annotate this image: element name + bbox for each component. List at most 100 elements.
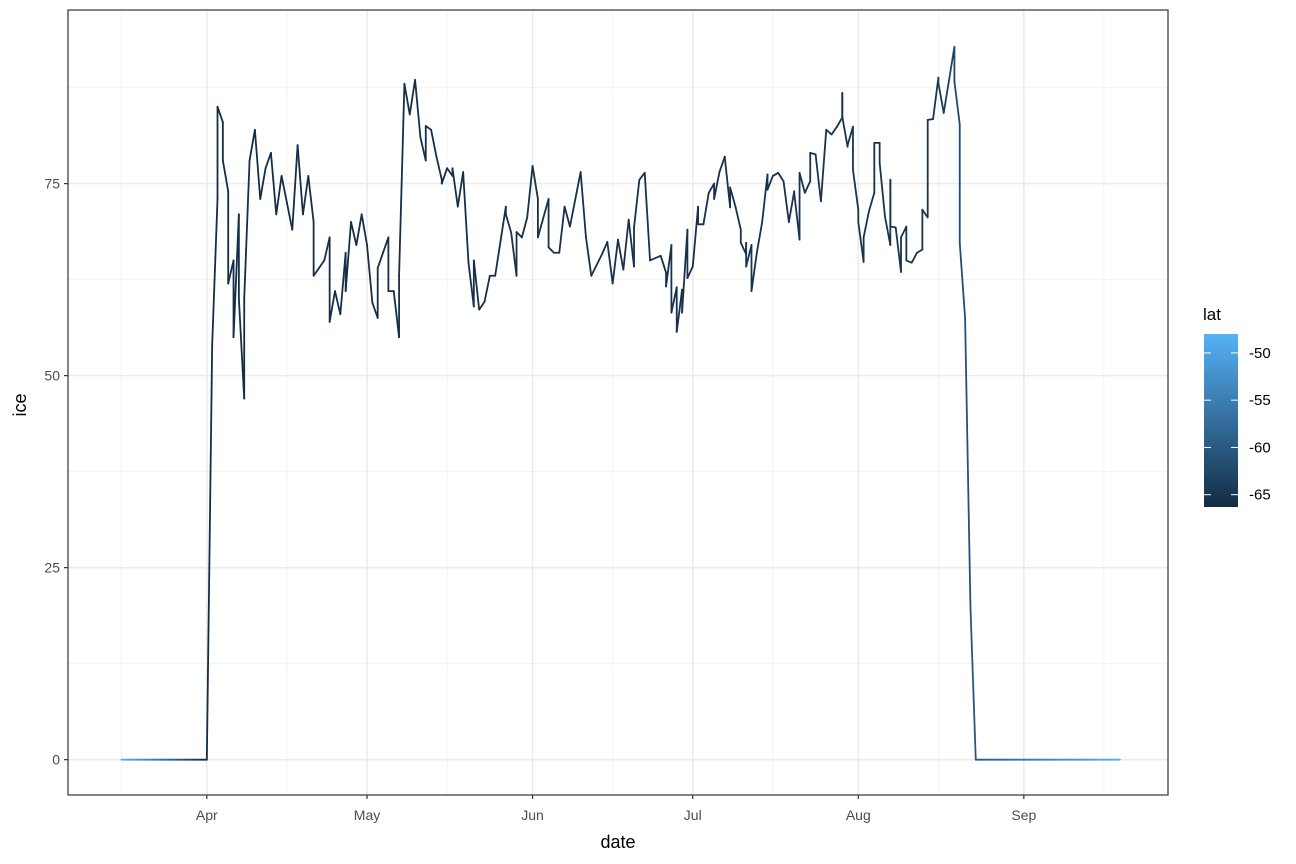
ice-line-segment (504, 213, 513, 234)
ice-line-segment (526, 165, 534, 219)
ice-line-segment (360, 213, 368, 246)
ice-line-segment (595, 253, 603, 266)
x-tick-label: Jun (521, 807, 544, 823)
ice-line-segment (424, 125, 433, 131)
ice-line-segment (617, 238, 625, 271)
legend-title: lat (1203, 305, 1221, 324)
ice-line-segment (868, 191, 876, 213)
ice-line-segment (286, 201, 294, 231)
x-tick-label: Apr (196, 807, 218, 823)
ice-line-segment (280, 175, 288, 204)
ice-line-segment (953, 80, 961, 126)
ice-line-segment (905, 259, 913, 264)
ice-line-segment (766, 175, 774, 191)
ice-line-segment (841, 115, 849, 148)
y-tick-label: 0 (52, 752, 60, 768)
ice-line-segment (862, 210, 870, 239)
ice-line-segment (750, 251, 758, 293)
ice-line-segment (334, 290, 342, 316)
ice-line-segment (814, 153, 822, 203)
colorbar (1204, 334, 1238, 507)
ice-line-segment (643, 171, 651, 262)
ice-line-segment (686, 265, 694, 279)
ice-line-segment (547, 246, 555, 254)
ice-line-segment (211, 198, 219, 346)
ice-line-segment (248, 128, 256, 162)
ice-line-segment (771, 171, 780, 177)
ice-line-segment (702, 191, 710, 226)
ice-line-segment (318, 259, 326, 269)
ice-line-segment (253, 128, 262, 200)
ice-line-segment (350, 221, 358, 246)
ice-line-segment (462, 171, 470, 264)
ice-line-segment (777, 171, 785, 183)
ice-line-segment (531, 165, 539, 200)
ice-line-segment (611, 238, 619, 285)
ice-line-segment (820, 128, 828, 203)
ice-line-series (120, 45, 1121, 761)
ice-line-segment (291, 144, 299, 231)
ice-line-segment (825, 128, 833, 136)
ice-line-segment (494, 240, 502, 277)
ice-line-segment (713, 171, 721, 200)
ice-line-segment (430, 128, 438, 158)
ice-line-segment (355, 213, 363, 246)
ice-line-segment (809, 151, 817, 156)
ice-line-segment (654, 254, 662, 259)
ice-line-segment (520, 216, 529, 239)
gridlines (68, 10, 1168, 795)
ice-line-segment (649, 257, 657, 262)
ice-line-segment (622, 218, 630, 271)
x-tick-label: Jul (684, 807, 702, 823)
ice-line-segment (472, 259, 481, 311)
y-axis: 0 25 50 75 (44, 176, 68, 768)
ice-line-segment (403, 82, 411, 116)
ice-line-segment (328, 290, 336, 323)
ice-line-segment (659, 254, 667, 274)
ice-line-segment (964, 317, 972, 607)
ice-line-segment (638, 171, 646, 181)
ice-line-segment (830, 125, 838, 136)
ice-line-segment (755, 221, 764, 254)
ice-line-segment (259, 167, 267, 200)
x-axis: Apr May Jun Jul Aug Sep (196, 795, 1036, 823)
ice-line-segment (937, 82, 945, 114)
ice-line-segment (221, 159, 230, 193)
x-tick-label: Sep (1011, 807, 1036, 823)
ice-line-segment (435, 155, 443, 181)
colorbar-tick-label: -50 (1249, 345, 1271, 362)
ice-line-segment (537, 217, 545, 239)
ice-line-segment (451, 167, 459, 208)
ice-line-segment (782, 180, 790, 223)
ice-line-segment (515, 231, 523, 239)
ice-line-segment (606, 241, 614, 285)
ice-line-segment (916, 248, 924, 254)
ice-line-segment (408, 78, 416, 116)
ice-line-segment (376, 251, 384, 269)
ice-line-segment (798, 171, 806, 194)
x-tick-label: May (354, 807, 380, 823)
ice-line-segment (478, 300, 486, 311)
ice-line-segment (440, 167, 449, 185)
colorbar-tick-label: -55 (1249, 392, 1271, 409)
ice-line-segment (307, 175, 315, 223)
ice-line-segment (852, 168, 860, 211)
ice-line-segment (969, 605, 977, 761)
ice-line-segment (942, 78, 950, 114)
ice-line-segment (312, 267, 320, 277)
ice-line-segment (243, 159, 251, 300)
colorbar-tick-label: -65 (1249, 487, 1271, 504)
y-tick-label: 50 (44, 368, 60, 384)
ice-line-segment (734, 205, 742, 231)
ice-line-segment (729, 186, 737, 208)
y-axis-title: ice (10, 393, 30, 416)
ice-line-segment (264, 151, 272, 170)
colorbar-tick-label: -60 (1249, 439, 1271, 456)
ice-line-segment (579, 171, 587, 239)
ice-line-segment (216, 105, 224, 124)
ice-line-segment (302, 175, 310, 216)
x-axis-title: date (600, 832, 635, 852)
ice-line-segment (366, 244, 374, 304)
ice-line-segment (590, 264, 598, 277)
